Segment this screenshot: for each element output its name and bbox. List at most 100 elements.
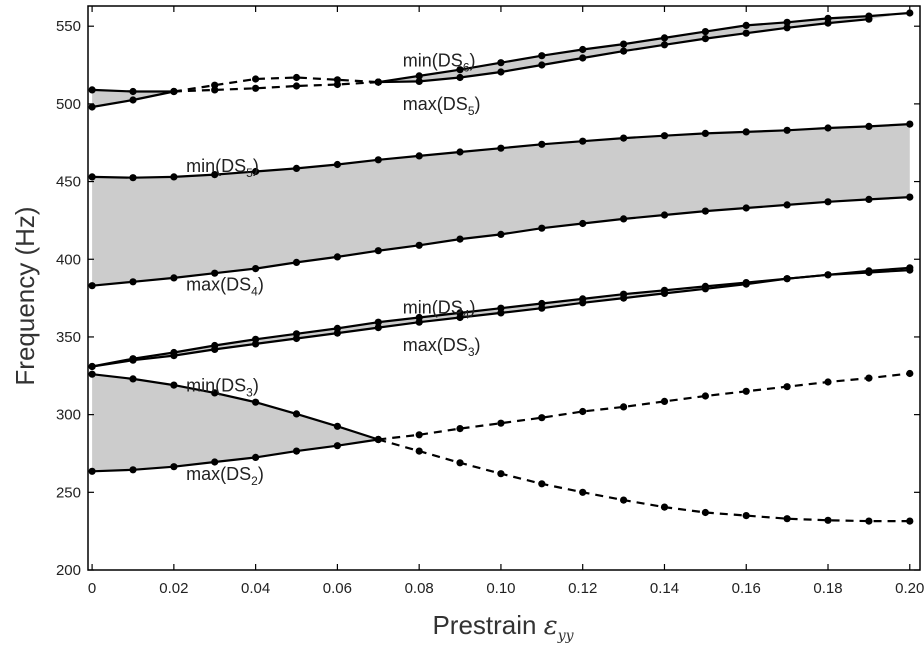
band-2 bbox=[92, 124, 910, 286]
data-point-10-8 bbox=[701, 35, 710, 43]
data-point-7-14 bbox=[660, 132, 669, 140]
data-point-0-4 bbox=[252, 453, 260, 461]
data-point-13-12 bbox=[865, 12, 873, 20]
y-tick-label-7: 550 bbox=[56, 18, 81, 35]
data-point-6-16 bbox=[742, 204, 750, 212]
data-point-7-7 bbox=[374, 156, 382, 164]
data-point-5-14 bbox=[660, 286, 669, 294]
y-tick-label-5: 450 bbox=[56, 174, 81, 191]
data-point-5-16 bbox=[742, 279, 750, 287]
data-point-13-9 bbox=[742, 21, 750, 29]
x-axis-title-subscript: yy bbox=[557, 628, 575, 644]
series-line-2 bbox=[378, 372, 910, 441]
data-point-5-3 bbox=[211, 341, 219, 350]
x-axis-title: Prestrain εyy bbox=[432, 610, 574, 644]
data-point-3-12 bbox=[865, 517, 873, 525]
data-point-13-10 bbox=[783, 18, 791, 26]
data-point-13-1 bbox=[415, 72, 423, 80]
data-point-12-2 bbox=[252, 75, 260, 83]
data-point-1-5 bbox=[292, 410, 301, 418]
data-point-1-4 bbox=[252, 398, 260, 406]
data-point-2-4 bbox=[538, 414, 546, 422]
data-point-13-0 bbox=[374, 78, 382, 86]
data-point-4-7 bbox=[374, 324, 382, 332]
data-point-5-0 bbox=[88, 362, 96, 371]
data-point-3-7 bbox=[660, 503, 669, 511]
data-point-2-8 bbox=[701, 392, 710, 400]
y-tick-label-0: 200 bbox=[56, 562, 81, 579]
data-point-10-6 bbox=[620, 47, 628, 55]
data-point-13-3 bbox=[497, 59, 505, 67]
data-point-6-18 bbox=[824, 198, 832, 206]
data-point-2-10 bbox=[783, 383, 791, 391]
data-point-6-19 bbox=[865, 195, 873, 203]
data-point-3-5 bbox=[579, 488, 587, 496]
data-point-6-7 bbox=[374, 247, 382, 255]
data-point-6-4 bbox=[252, 265, 260, 273]
data-point-2-7 bbox=[660, 397, 669, 405]
data-point-12-3 bbox=[292, 73, 301, 82]
data-point-7-18 bbox=[824, 124, 832, 132]
data-point-0-0 bbox=[88, 467, 96, 475]
data-point-13-11 bbox=[824, 14, 832, 22]
data-point-12-4 bbox=[333, 76, 341, 84]
data-point-3-10 bbox=[783, 515, 791, 523]
data-point-3-9 bbox=[742, 511, 750, 520]
data-point-3-3 bbox=[497, 470, 505, 478]
data-point-10-5 bbox=[579, 54, 587, 62]
data-point-11-0 bbox=[88, 86, 96, 94]
data-point-2-5 bbox=[579, 407, 587, 416]
data-point-6-11 bbox=[538, 224, 546, 232]
data-point-3-4 bbox=[538, 480, 546, 488]
data-point-3-1 bbox=[415, 447, 423, 455]
data-point-6-20 bbox=[906, 193, 914, 201]
data-point-2-2 bbox=[456, 425, 464, 433]
annotations: min(DS6) max(DS5) min(DS5) max(DS4) min(DS4)… bbox=[186, 51, 480, 488]
y-tick-label-4: 400 bbox=[56, 251, 81, 268]
annotation-6: min(DS3) bbox=[186, 375, 259, 399]
data-point-7-5 bbox=[292, 164, 301, 172]
data-point-6-3 bbox=[211, 269, 219, 277]
data-points bbox=[88, 9, 914, 525]
data-point-13-5 bbox=[579, 45, 587, 54]
data-point-8-0 bbox=[88, 103, 96, 111]
x-axis-title-symbol: ε bbox=[544, 611, 558, 641]
data-point-10-7 bbox=[660, 41, 669, 49]
series-line-13 bbox=[378, 11, 910, 84]
data-point-6-6 bbox=[333, 253, 341, 261]
data-point-6-15 bbox=[701, 207, 710, 215]
y-axis-title: Frequency (Hz) bbox=[10, 206, 40, 385]
data-point-5-17 bbox=[783, 275, 791, 283]
data-point-5-7 bbox=[374, 318, 382, 326]
data-point-3-8 bbox=[701, 508, 710, 517]
data-point-1-3 bbox=[211, 389, 219, 397]
data-point-10-10 bbox=[783, 24, 791, 32]
data-point-10-3 bbox=[497, 68, 505, 76]
data-point-3-11 bbox=[824, 516, 832, 524]
data-point-1-6 bbox=[333, 422, 341, 430]
data-point-5-20 bbox=[906, 266, 914, 274]
data-point-5-11 bbox=[538, 299, 546, 308]
data-point-10-1 bbox=[415, 77, 423, 85]
data-point-2-12 bbox=[865, 374, 873, 382]
annotation-5: max(DS3) bbox=[403, 335, 481, 359]
x-tick-label-9: 0.18 bbox=[813, 580, 842, 597]
annotation-1: max(DS5) bbox=[403, 94, 481, 118]
data-point-1-2 bbox=[170, 381, 178, 389]
data-point-2-6 bbox=[620, 403, 628, 411]
y-tick-label-2: 300 bbox=[56, 407, 81, 424]
data-point-10-9 bbox=[742, 29, 750, 37]
data-point-6-0 bbox=[88, 282, 96, 290]
data-point-13-2 bbox=[456, 66, 464, 74]
data-point-2-1 bbox=[415, 431, 423, 439]
data-point-5-8 bbox=[415, 313, 423, 322]
annotation-0: min(DS6) bbox=[403, 51, 476, 75]
x-axis-title-text: Prestrain bbox=[432, 610, 536, 640]
data-point-6-5 bbox=[292, 258, 301, 266]
y-tick-label-3: 350 bbox=[56, 329, 81, 346]
data-point-3-0 bbox=[374, 435, 382, 444]
data-point-8-1 bbox=[129, 96, 137, 104]
data-point-2-3 bbox=[497, 419, 505, 427]
x-tick-label-6: 0.12 bbox=[568, 580, 597, 597]
data-point-6-12 bbox=[579, 219, 587, 228]
